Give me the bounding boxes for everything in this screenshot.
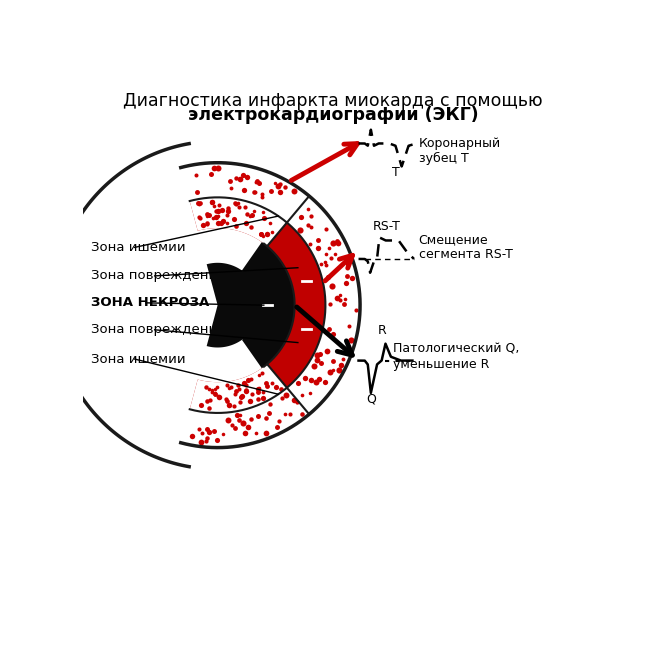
Polygon shape	[207, 263, 260, 348]
Text: ЗОНА НЕКРОЗА: ЗОНА НЕКРОЗА	[90, 296, 209, 309]
Polygon shape	[190, 198, 326, 413]
Text: электрокардиографии (ЭКГ): электрокардиографии (ЭКГ)	[188, 106, 478, 124]
Text: Зона ишемии: Зона ишемии	[90, 241, 185, 254]
Text: Диагностика инфаркта миокарда с помощью: Диагностика инфаркта миокарда с помощью	[124, 92, 543, 110]
Text: Патологический Q,
уменьшение R: Патологический Q, уменьшение R	[393, 343, 519, 370]
Polygon shape	[190, 198, 287, 246]
Text: RS-T: RS-T	[372, 220, 400, 233]
Text: Зона повреждения: Зона повреждения	[90, 323, 225, 336]
Polygon shape	[242, 242, 294, 368]
Text: T: T	[391, 166, 399, 179]
Polygon shape	[190, 364, 287, 413]
Polygon shape	[218, 244, 294, 367]
Text: Зона повреждения: Зона повреждения	[90, 269, 225, 282]
Text: Коронарный
зубец Т: Коронарный зубец Т	[419, 137, 500, 165]
Text: Q: Q	[366, 392, 376, 405]
Text: Смещение
сегмента RS-T: Смещение сегмента RS-T	[419, 233, 512, 261]
Polygon shape	[181, 162, 360, 448]
Text: Зона ишемии: Зона ишемии	[90, 352, 185, 365]
Text: R: R	[377, 324, 386, 337]
